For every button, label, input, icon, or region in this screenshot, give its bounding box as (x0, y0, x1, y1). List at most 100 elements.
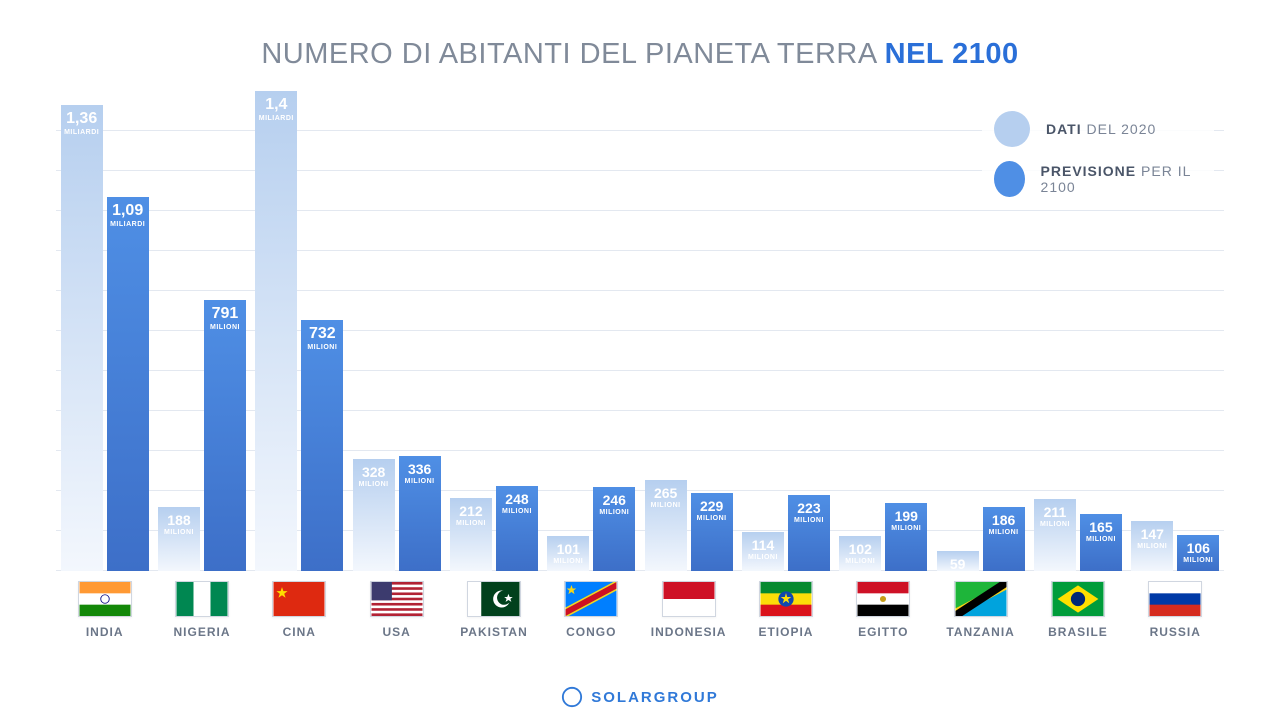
axis-cell-egitto: EGITTO (835, 581, 932, 639)
country-label: BRASILE (1048, 625, 1108, 639)
bar-unit: MILIONI (943, 573, 973, 580)
flag-icon (175, 581, 229, 617)
country-label: EGITTO (858, 625, 908, 639)
bar-unit: MILIONI (553, 558, 583, 565)
bar-value: 165 (1089, 520, 1112, 534)
country-label: USA (382, 625, 410, 639)
bar-value: 791 (212, 306, 239, 322)
bar-2100-russia: 106 MILIONI (1177, 535, 1219, 571)
axis-cell-tanzania: TANZANIA (932, 581, 1029, 639)
bar-value: 106 (1187, 541, 1210, 555)
bar-group-egitto: 102 MILIONI 199 MILIONI (835, 91, 932, 571)
legend-item-2020: DATI DEL 2020 (994, 111, 1202, 147)
flag-icon (1051, 581, 1105, 617)
axis-cell-indonesia: INDONESIA (640, 581, 737, 639)
flag-icon (662, 581, 716, 617)
bar-value: 101 (557, 542, 580, 556)
bar-2100-congo: 246MILIONI (593, 487, 635, 571)
bar-2100-etiopia: 223 MILIONI (788, 495, 830, 571)
bar-value: 1,4 (265, 97, 287, 113)
bar-unit: MILIARDI (259, 115, 294, 122)
bar-unit: MILIONI (210, 324, 240, 331)
country-label: INDIA (86, 625, 124, 639)
bar-2020-india: 1,36MILIARDI (61, 105, 103, 571)
bar-2020-brasile: 211MILIONI (1034, 499, 1076, 571)
bar-unit: MILIONI (794, 517, 824, 524)
bar-2100-indonesia: 229MILIONI (691, 493, 733, 572)
bar-2020-tanzania: 59MILIONI (937, 551, 979, 571)
axis-cell-nigeria: NIGERIA (153, 581, 250, 639)
bar-2020-russia: 147 MILIONI (1131, 521, 1173, 571)
bar-value: 147 (1141, 527, 1164, 541)
legend-swatch-light (994, 111, 1030, 147)
bar-2020-usa: 328MILIONI (353, 459, 395, 571)
chart-title: NUMERO DI ABITANTI DEL PIANETA TERRA NEL… (56, 38, 1224, 71)
flag-icon (759, 581, 813, 617)
bar-2100-nigeria: 791 MILIONI (204, 300, 246, 571)
country-label: RUSSIA (1150, 625, 1201, 639)
chart-area: 1,36MILIARDI1,09MILIARDI188MILIONI791MIL… (56, 91, 1224, 571)
legend: DATI DEL 2020 PREVISIONE PER IL 2100 (982, 103, 1214, 205)
bar-value: 223 (797, 501, 820, 515)
bar-group-pakistan: 212 MILIONI248MILIONI (445, 91, 542, 571)
bar-unit: MILIONI (1137, 543, 1167, 550)
bar-unit: MILIONI (891, 525, 921, 532)
bar-value: 102 (849, 542, 872, 556)
bar-2100-pakistan: 248MILIONI (496, 486, 538, 571)
legend-item-2100: PREVISIONE PER IL 2100 (994, 161, 1202, 197)
bar-unit: MILIONI (1040, 521, 1070, 528)
country-label: PAKISTAN (460, 625, 528, 639)
bar-value: 336 (408, 462, 431, 476)
bar-unit: MILIONI (845, 558, 875, 565)
bar-unit: MILIONI (1183, 557, 1213, 564)
bar-group-nigeria: 188MILIONI 791 MILIONI (153, 91, 250, 571)
bar-group-congo: 101MILIONI246MILIONI (543, 91, 640, 571)
legend-swatch-dark (994, 161, 1025, 197)
bar-value: 229 (700, 499, 723, 513)
bar-unit: MILIARDI (110, 221, 145, 228)
axis-cell-brasile: BRASILE (1029, 581, 1126, 639)
bar-unit: MILIONI (502, 508, 532, 515)
axis-cell-etiopia: ETIOPIA (737, 581, 834, 639)
bar-value: 1,09 (112, 203, 143, 219)
flag-icon (564, 581, 618, 617)
brand-logo: SOLARGROUP (0, 686, 1280, 708)
country-label: NIGERIA (173, 625, 230, 639)
bar-2100-usa: 336 MILIONI (399, 456, 441, 571)
flag-icon (954, 581, 1008, 617)
bar-group-cina: 1,4 MILIARDI 732 MILIONI (251, 91, 348, 571)
axis-cell-india: INDIA (56, 581, 153, 639)
bar-value: 1,36 (66, 111, 97, 127)
legend-label-2100: PREVISIONE PER IL 2100 (1041, 163, 1202, 195)
flag-icon (1148, 581, 1202, 617)
bar-group-indonesia: 265MILIONI229MILIONI (640, 91, 737, 571)
bar-value: 59 (950, 557, 966, 571)
bar-value: 212 (459, 504, 482, 518)
flag-icon (78, 581, 132, 617)
axis-cell-russia: RUSSIA (1127, 581, 1224, 639)
bar-unit: MILIONI (164, 529, 194, 536)
flag-icon (370, 581, 424, 617)
bar-group-usa: 328MILIONI 336 MILIONI (348, 91, 445, 571)
bar-2020-nigeria: 188MILIONI (158, 507, 200, 571)
bar-value: 265 (654, 486, 677, 500)
axis-cell-pakistan: PAKISTAN (445, 581, 542, 639)
bar-unit: MILIONI (599, 509, 629, 516)
bar-unit: MILIONI (748, 554, 778, 561)
bar-unit: MILIONI (307, 344, 337, 351)
bar-2100-tanzania: 186MILIONI (983, 507, 1025, 571)
bar-2020-congo: 101 MILIONI (547, 536, 589, 571)
bar-unit: MILIONI (405, 478, 435, 485)
bar-value: 199 (895, 509, 918, 523)
title-em: NEL 2100 (885, 38, 1019, 70)
flag-icon (856, 581, 910, 617)
bar-2100-india: 1,09 MILIARDI (107, 197, 149, 571)
flag-icon (272, 581, 326, 617)
bar-group-india: 1,36MILIARDI 1,09 MILIARDI (56, 91, 153, 571)
country-label: INDONESIA (651, 625, 727, 639)
bar-value: 732 (309, 326, 336, 342)
bar-value: 328 (362, 465, 385, 479)
brand-icon (561, 686, 583, 708)
title-main: NUMERO DI ABITANTI DEL PIANETA TERRA (261, 38, 884, 70)
bar-value: 114 (752, 538, 775, 552)
